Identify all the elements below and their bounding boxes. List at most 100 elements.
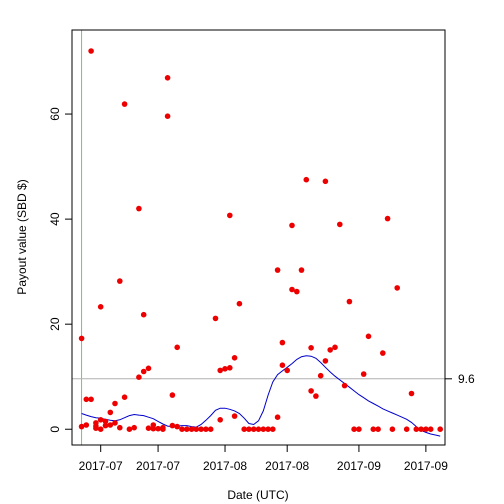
y-tick-label: 60	[48, 107, 62, 121]
data-point	[136, 374, 142, 381]
data-point	[88, 396, 94, 403]
data-point	[231, 355, 238, 361]
data-point	[117, 424, 123, 431]
data-point	[289, 286, 295, 293]
data-point	[437, 426, 444, 433]
data-point	[145, 365, 152, 372]
data-point	[198, 426, 204, 433]
data-point	[337, 221, 343, 228]
plot-frame	[71, 29, 446, 446]
data-point	[78, 423, 85, 430]
data-point	[380, 350, 386, 356]
x-tick-label: 2017-08	[265, 459, 309, 473]
data-point	[346, 298, 353, 305]
data-point	[107, 422, 114, 428]
data-point	[341, 382, 348, 389]
data-point	[155, 425, 161, 432]
data-point	[140, 368, 147, 375]
data-point	[423, 426, 429, 433]
data-point	[160, 424, 166, 431]
data-point	[212, 315, 219, 322]
data-point	[365, 333, 372, 340]
data-point	[83, 396, 90, 403]
x-tick-label: 2017-07	[136, 459, 180, 473]
x-tick-label: 2017-07	[79, 459, 123, 473]
data-point	[384, 215, 391, 222]
data-point	[136, 205, 142, 212]
data-point	[250, 426, 257, 433]
trend-line-layer	[81, 355, 441, 437]
x-tick-label: 2017-08	[203, 459, 247, 473]
data-point	[227, 212, 233, 219]
data-point	[188, 426, 195, 433]
data-point	[88, 48, 94, 54]
x-axis-title: Date (UTC)	[227, 488, 288, 502]
data-point	[93, 425, 99, 432]
data-point	[78, 335, 85, 342]
data-point	[217, 417, 223, 423]
data-point	[308, 345, 314, 351]
data-point	[270, 426, 276, 433]
data-point	[112, 420, 118, 426]
data-point	[389, 426, 396, 433]
data-point	[140, 311, 147, 318]
x-tick-label: 2017-09	[337, 459, 381, 473]
data-point	[83, 422, 90, 428]
data-point	[375, 426, 381, 433]
data-point	[308, 388, 314, 394]
data-point	[150, 425, 157, 432]
reference-line-label: 9.6	[458, 372, 475, 386]
data-point	[131, 424, 137, 431]
data-point	[298, 267, 305, 273]
data-point	[169, 422, 176, 429]
data-point	[112, 400, 118, 407]
data-point	[97, 426, 104, 433]
data-point	[222, 366, 228, 372]
data-point	[360, 371, 367, 377]
data-point	[265, 426, 271, 433]
data-point	[313, 393, 319, 399]
data-point	[274, 414, 281, 421]
data-point	[403, 426, 410, 433]
data-point	[246, 426, 252, 433]
data-point	[97, 417, 104, 423]
data-point	[107, 409, 114, 416]
axes: 0 20 40 60 2017-07 2017-07 2017-08 2017-08 2017-…	[48, 107, 448, 473]
data-point	[169, 392, 176, 398]
data-point	[351, 426, 357, 433]
data-point	[121, 394, 128, 401]
data-point	[327, 347, 334, 353]
data-point	[317, 372, 324, 379]
data-point	[289, 222, 295, 229]
data-point	[121, 101, 128, 107]
y-tick-label: 0	[48, 426, 62, 433]
data-point	[164, 75, 171, 81]
data-point	[279, 362, 286, 369]
data-point	[322, 178, 329, 185]
data-point	[303, 176, 310, 183]
data-points	[78, 48, 444, 433]
data-point	[241, 426, 247, 433]
data-point	[126, 426, 133, 433]
data-point	[102, 418, 109, 425]
x-tick-label: 2017-09	[404, 459, 448, 473]
data-point	[217, 367, 223, 374]
data-point	[184, 426, 190, 433]
data-point	[117, 278, 123, 284]
data-point	[427, 426, 434, 433]
data-point	[102, 422, 109, 429]
data-point	[231, 413, 238, 419]
data-point	[179, 426, 185, 433]
data-point	[322, 358, 329, 364]
data-point	[284, 367, 291, 374]
data-point	[260, 426, 267, 433]
data-point	[294, 288, 300, 295]
data-point	[93, 420, 99, 426]
data-point	[418, 426, 424, 433]
data-point	[332, 344, 338, 351]
y-tick-label: 20	[48, 317, 62, 331]
data-point	[394, 285, 401, 291]
reference-lines: 9.6	[72, 30, 475, 445]
data-point	[174, 344, 180, 351]
